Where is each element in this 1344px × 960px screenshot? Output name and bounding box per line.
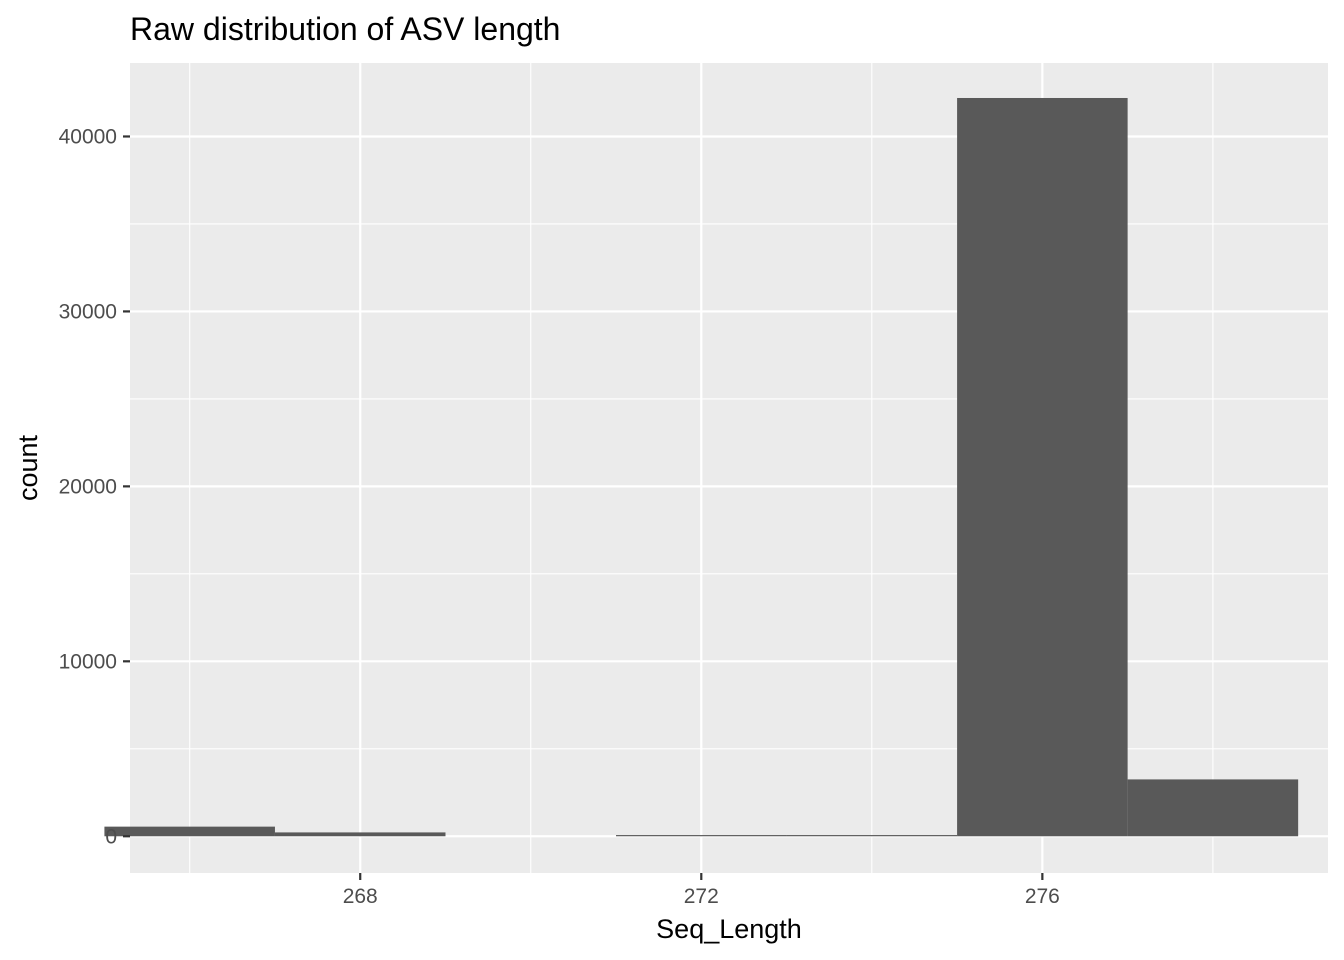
x-tick-label: 276 (1025, 885, 1060, 908)
y-tick-label: 20000 (59, 475, 117, 498)
y-tick-label: 30000 (59, 300, 117, 323)
x-axis-title: Seq_Length (656, 914, 802, 944)
histogram-bars (104, 97, 1299, 837)
histogram-bar-0 (104, 826, 275, 837)
x-tick-label: 268 (343, 885, 378, 908)
histogram-bar-4 (786, 835, 958, 837)
x-tick-label: 272 (684, 885, 719, 908)
chart-title: Raw distribution of ASV length (130, 11, 560, 47)
histogram-bar-1 (274, 832, 446, 837)
histogram-bar-6 (1127, 779, 1299, 837)
minor-gridlines (130, 63, 1328, 873)
y-axis-title: count (13, 434, 43, 501)
y-tick-label: 10000 (59, 650, 117, 673)
y-tick-label: 0 (105, 825, 117, 848)
plot-panel (130, 63, 1328, 873)
x-axis: 268 272 276 (343, 873, 1060, 908)
histogram-bar-5 (957, 97, 1128, 837)
y-axis: 0 10000 20000 30000 40000 (59, 125, 130, 848)
histogram-bar-3 (616, 835, 787, 837)
y-tick-label: 40000 (59, 125, 117, 148)
